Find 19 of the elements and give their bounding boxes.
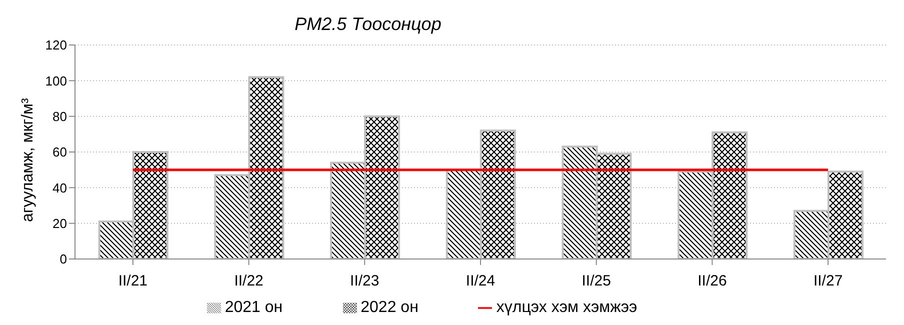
legend-label: 2021 он xyxy=(224,299,283,316)
y-tick-label: 20 xyxy=(52,216,67,231)
y-tick-label: 100 xyxy=(45,73,67,88)
x-tick-label: II/24 xyxy=(466,272,496,290)
x-tick-label: II/25 xyxy=(582,272,611,290)
y-tick-label: 120 xyxy=(45,38,67,53)
x-tick-label: II/27 xyxy=(813,272,843,290)
y-tick-label: 0 xyxy=(60,252,67,267)
legend-label: хүлцэх хэм хэмжээ xyxy=(496,299,638,316)
y-tick-label: 60 xyxy=(52,144,67,160)
y-tick-label: 80 xyxy=(52,108,67,124)
chart-title: PM2.5 Тоосонцор xyxy=(294,14,442,35)
y-tick-label: 40 xyxy=(52,180,67,196)
x-tick-label: II/26 xyxy=(698,272,727,290)
legend-label: 2022 он xyxy=(360,299,418,316)
x-tick-label: II/22 xyxy=(234,272,264,290)
y-axis-title: агууламж, мкг/м³ xyxy=(20,98,37,222)
x-tick-label: II/21 xyxy=(118,272,148,290)
x-tick-label: II/23 xyxy=(350,272,380,290)
